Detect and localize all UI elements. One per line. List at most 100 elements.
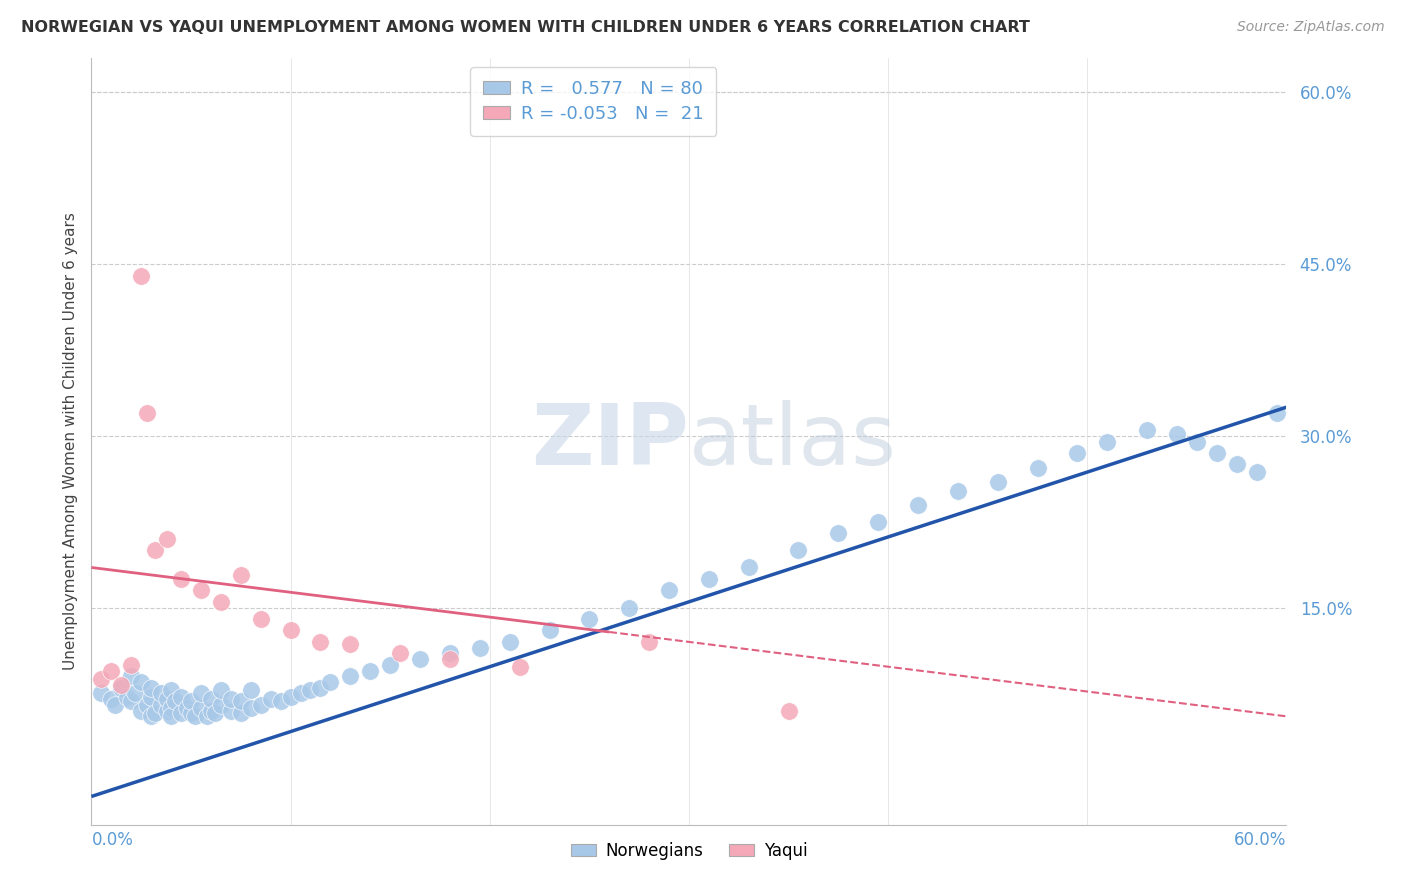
Point [787,543,810,558]
Point [190,583,212,598]
Point [259,692,281,706]
Point [129,675,152,690]
Point [180,694,202,708]
Point [143,543,166,558]
Point [129,268,152,283]
Point [124,686,146,700]
Point [209,683,232,698]
Point [439,646,461,660]
Text: ZIP: ZIP [531,400,689,483]
Point [150,698,173,712]
Point [170,690,193,704]
Point [737,560,759,574]
Point [389,646,412,660]
Point [987,475,1010,489]
Point [309,681,332,695]
Point [141,709,162,723]
Point [868,515,890,529]
Point [200,704,222,718]
Point [90,686,112,700]
Point [110,678,132,692]
Point [339,637,361,651]
Point [160,683,183,698]
Point [239,683,262,698]
Point [156,704,179,718]
Point [120,694,142,708]
Point [498,635,520,649]
Point [249,698,271,712]
Point [200,692,222,706]
Point [219,692,242,706]
Point [578,612,600,626]
Point [190,686,212,700]
Point [778,704,800,718]
Point [290,686,312,700]
Point [136,406,159,420]
Point [359,664,381,678]
Point [409,652,432,666]
Point [170,572,193,586]
Point [180,706,202,720]
Point [143,706,166,720]
Y-axis label: Unemployment Among Women with Children Under 6 years: Unemployment Among Women with Children U… [62,212,77,671]
Point [120,669,142,683]
Text: Source: ZipAtlas.com: Source: ZipAtlas.com [1237,20,1385,34]
Point [538,624,561,638]
Point [270,694,292,708]
Point [176,701,198,715]
Point [219,704,242,718]
Point [136,698,159,712]
Point [195,709,218,723]
Point [638,635,661,649]
Point [160,701,183,715]
Point [150,686,173,700]
Point [280,690,302,704]
Point [658,583,681,598]
Point [697,572,720,586]
Point [249,612,271,626]
Point [280,624,302,638]
Point [378,657,402,672]
Point [439,652,461,666]
Point [1226,458,1249,472]
Point [239,701,262,715]
Point [170,706,193,720]
Point [209,595,232,609]
Point [619,600,641,615]
Point [309,635,332,649]
Point [141,681,162,695]
Point [160,709,183,723]
Point [339,669,361,683]
Point [156,692,179,706]
Point [827,526,849,541]
Point [1066,446,1088,460]
Point [100,664,122,678]
Point [946,483,969,498]
Point [1166,426,1188,441]
Point [129,704,152,718]
Point [319,675,342,690]
Point [229,706,252,720]
Text: atlas: atlas [689,400,897,483]
Point [1026,461,1049,475]
Point [204,706,226,720]
Point [229,694,252,708]
Point [1265,406,1288,420]
Text: NORWEGIAN VS YAQUI UNEMPLOYMENT AMONG WOMEN WITH CHILDREN UNDER 6 YEARS CORRELAT: NORWEGIAN VS YAQUI UNEMPLOYMENT AMONG WO… [21,20,1031,35]
Point [1205,446,1227,460]
Point [1246,466,1268,480]
Point [509,660,531,674]
Text: 60.0%: 60.0% [1234,830,1286,849]
Text: 0.0%: 0.0% [91,830,134,849]
Point [141,690,162,704]
Legend: Norwegians, Yaqui: Norwegians, Yaqui [564,835,814,867]
Point [209,698,232,712]
Point [156,532,179,546]
Point [110,681,132,695]
Point [190,701,212,715]
Point [1185,434,1208,449]
Point [120,657,142,672]
Point [90,672,112,686]
Point [100,692,122,706]
Point [1097,434,1119,449]
